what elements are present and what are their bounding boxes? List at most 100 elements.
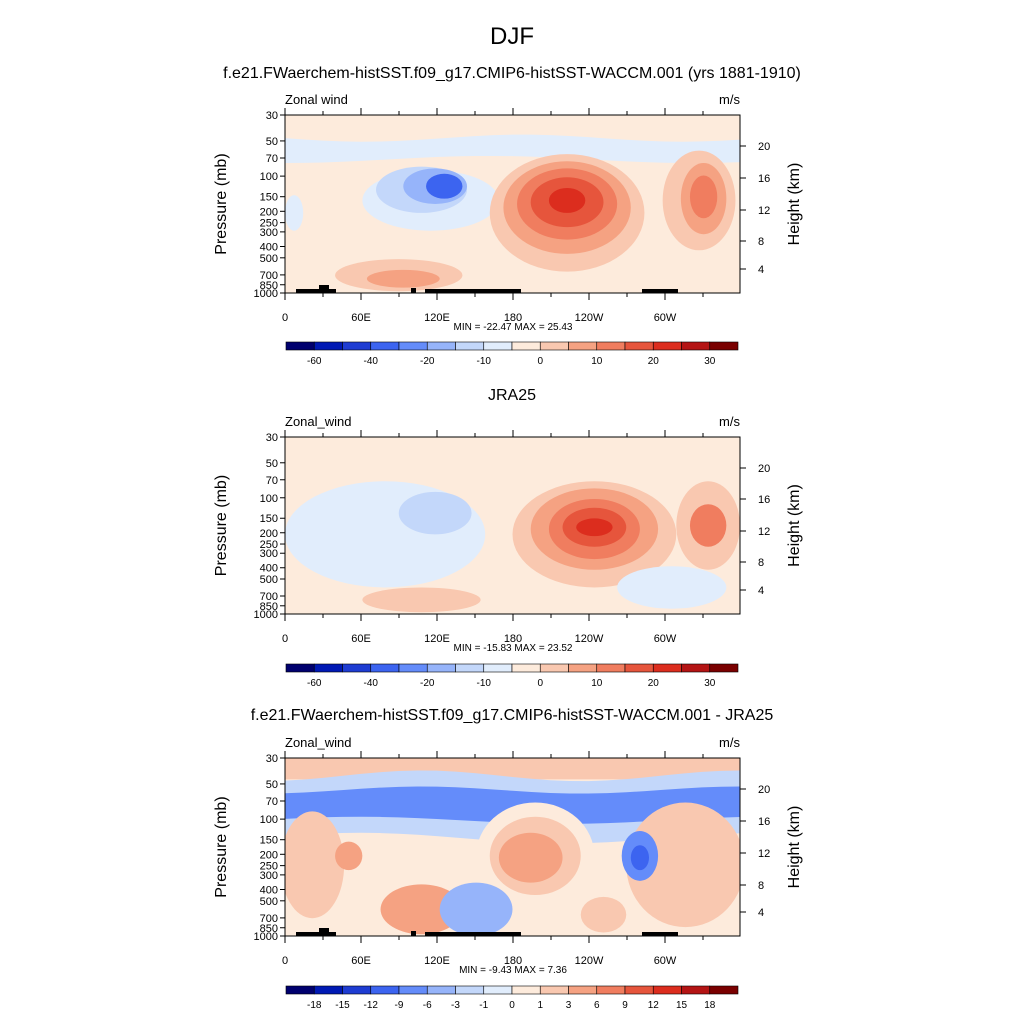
y-tick-label: 400 <box>260 563 278 575</box>
contour-fill <box>285 115 740 293</box>
y-right-tick-label: 16 <box>758 494 770 506</box>
colorbar-swatch <box>568 341 598 351</box>
y-tick-label: 700 <box>260 591 278 603</box>
y-tick-label: 850 <box>260 923 278 935</box>
colorbar-label: 20 <box>648 678 660 689</box>
colorbar-label: -10 <box>477 678 492 689</box>
colorbar-swatch <box>568 663 598 673</box>
y-tick-label: 500 <box>260 896 278 908</box>
y-tick-label: 500 <box>260 253 278 265</box>
colorbar-label: -3 <box>451 1000 460 1011</box>
y-tick-label: 150 <box>260 835 278 847</box>
topography-block <box>642 289 678 293</box>
y-right-tick-label: 8 <box>758 880 764 892</box>
x-tick-label: 120E <box>424 633 450 645</box>
colorbar-label: -9 <box>395 1000 404 1011</box>
x-tick-label: 180 <box>504 955 522 967</box>
contour-negative <box>630 845 650 871</box>
y-tick-label: 850 <box>260 601 278 613</box>
topography-block <box>319 928 329 936</box>
colorbar-swatch <box>342 985 372 995</box>
topography-block <box>296 932 336 936</box>
colorbar-label: 1 <box>537 1000 543 1011</box>
y-tick-label: 30 <box>266 110 278 122</box>
y-right-tick-label: 20 <box>758 141 770 153</box>
y-right-tick-label: 20 <box>758 784 770 796</box>
y-tick-label: 70 <box>266 475 278 487</box>
min-max-label: MIN = -22.47 MAX = 25.43 <box>454 322 573 333</box>
contour-positive <box>689 504 727 547</box>
colorbar-label: 15 <box>676 1000 688 1011</box>
colorbar-swatch <box>511 341 541 351</box>
y-tick-label: 70 <box>266 153 278 165</box>
colorbar-swatch <box>285 985 315 995</box>
contour-positive <box>285 811 345 919</box>
colorbar-swatch <box>681 663 711 673</box>
y-tick-label: 300 <box>260 227 278 239</box>
colorbar-label: 20 <box>648 356 660 367</box>
colorbar-label: 0 <box>537 678 543 689</box>
colorbar-swatch <box>596 985 626 995</box>
y-tick-label: 300 <box>260 870 278 882</box>
colorbar-swatch <box>709 985 739 995</box>
min-max-label: MIN = -15.83 MAX = 23.52 <box>454 643 573 654</box>
y-tick-label: 500 <box>260 574 278 586</box>
x-tick-label: 120W <box>575 955 604 967</box>
y-tick-label: 200 <box>260 206 278 218</box>
y-right-tick-label: 8 <box>758 236 764 248</box>
topography-block <box>425 932 521 936</box>
x-tick-label: 0 <box>282 633 288 645</box>
colorbar-swatch <box>709 663 739 673</box>
colorbar-swatch <box>483 663 513 673</box>
colorbar-swatch <box>652 663 682 673</box>
colorbar-swatch <box>624 663 654 673</box>
colorbar-swatch <box>652 341 682 351</box>
x-tick-label: 60E <box>351 633 371 645</box>
colorbar-swatch <box>681 341 711 351</box>
colorbar-label: 0 <box>537 356 543 367</box>
colorbar-swatch <box>624 341 654 351</box>
contour-fill <box>285 758 740 936</box>
y-tick-label: 50 <box>266 136 278 148</box>
colorbar-swatch <box>313 663 343 673</box>
colorbar-label: 0 <box>509 1000 515 1011</box>
contour-fill <box>285 437 740 614</box>
y-right-tick-label: 20 <box>758 463 770 475</box>
y-axis-title: Pressure (mb) <box>213 475 230 576</box>
page-title: DJF <box>490 23 534 50</box>
colorbar-swatch <box>483 985 513 995</box>
y-right-tick-label: 16 <box>758 816 770 828</box>
contour-positive <box>580 896 627 933</box>
colorbar-label: 6 <box>594 1000 600 1011</box>
colorbar-swatch <box>370 663 400 673</box>
colorbar-swatch <box>426 985 456 995</box>
contour-positive <box>498 832 563 883</box>
colorbar: -18 -15 -12 -9 -6 -3 -1 0 1 3 6 9 12 15 18 <box>285 985 739 1011</box>
x-tick-label: 120W <box>575 312 604 324</box>
y-tick-label: 400 <box>260 884 278 896</box>
x-tick-label: 180 <box>504 312 522 324</box>
variable-label: Zonal_wind <box>285 414 352 429</box>
colorbar-swatch <box>285 663 315 673</box>
units-label: m/s <box>719 414 740 429</box>
colorbar-swatch <box>596 663 626 673</box>
colorbar-label: -40 <box>364 678 379 689</box>
contour-positive <box>366 269 440 288</box>
colorbar-swatch <box>313 985 343 995</box>
contour-band <box>285 134 740 164</box>
y-tick-label: 250 <box>260 861 278 873</box>
colorbar-label: 30 <box>704 678 716 689</box>
colorbar-swatch <box>539 341 569 351</box>
colorbar-swatch <box>596 341 626 351</box>
colorbar-label: -1 <box>479 1000 488 1011</box>
y-tick-label: 250 <box>260 539 278 551</box>
contour-positive <box>548 187 586 213</box>
y-right-tick-label: 8 <box>758 557 764 569</box>
variable-label: Zonal wind <box>285 92 348 107</box>
y-tick-label: 150 <box>260 513 278 525</box>
y-tick-label: 250 <box>260 218 278 230</box>
colorbar-swatch <box>539 985 569 995</box>
contour-positive <box>626 802 740 928</box>
contour-positive <box>576 518 613 537</box>
